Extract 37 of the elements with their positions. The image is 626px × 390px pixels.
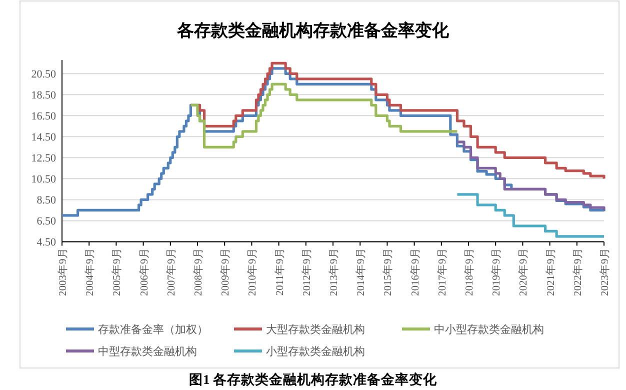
- legend-label: 小型存款类金融机构: [266, 345, 365, 358]
- x-tick-label: 2010年9月: [246, 248, 259, 296]
- legend-label: 中型存款类金融机构: [98, 345, 197, 358]
- x-tick-label: 2011年9月: [274, 248, 286, 296]
- y-tick-label: 14.50: [31, 132, 56, 144]
- y-tick-label: 18.50: [31, 90, 56, 102]
- y-tick-label: 6.50: [36, 216, 56, 228]
- y-tick-label: 4.50: [36, 236, 56, 249]
- x-tick-label: 2012年9月: [300, 248, 313, 296]
- y-tick-label: 10.50: [31, 174, 56, 186]
- y-tick-label: 12.50: [31, 152, 56, 165]
- x-tick-label: 2022年9月: [572, 248, 584, 296]
- x-tick-label: 2013年9月: [328, 248, 340, 296]
- y-tick-label: 8.50: [36, 194, 56, 207]
- x-tick-label: 2017年9月: [436, 248, 448, 296]
- x-tick-label: 2023年9月: [599, 248, 611, 296]
- y-tick-label: 20.50: [31, 68, 56, 81]
- y-tick-label: 16.50: [31, 110, 56, 123]
- x-tick-label: 2003年9月: [57, 248, 69, 296]
- x-tick-label: 2004年9月: [84, 248, 96, 296]
- x-tick-label: 2009年9月: [220, 248, 232, 296]
- x-tick-label: 2008年9月: [192, 248, 204, 296]
- legend-label: 中小型存款类金融机构: [434, 323, 544, 336]
- legend-label: 大型存款类金融机构: [266, 323, 365, 336]
- x-tick-label: 2016年9月: [409, 248, 422, 296]
- x-tick-label: 2006年9月: [138, 248, 150, 296]
- x-tick-label: 2007年9月: [165, 248, 178, 296]
- x-tick-label: 2005年9月: [111, 248, 124, 296]
- x-tick-label: 2020年9月: [518, 248, 530, 296]
- x-tick-label: 2014年9月: [355, 248, 368, 296]
- x-tick-label: 2019年9月: [490, 248, 503, 296]
- caption: 图1 各存款类金融机构存款准备金率变化: [188, 371, 438, 387]
- x-tick-label: 2021年9月: [544, 248, 557, 296]
- x-tick-label: 2015年9月: [382, 248, 394, 296]
- legend-label: 存款准备金率（加权）: [98, 323, 208, 336]
- chart-title: 各存款类金融机构存款准备金率变化: [176, 21, 450, 40]
- x-tick-label: 2018年9月: [464, 248, 476, 296]
